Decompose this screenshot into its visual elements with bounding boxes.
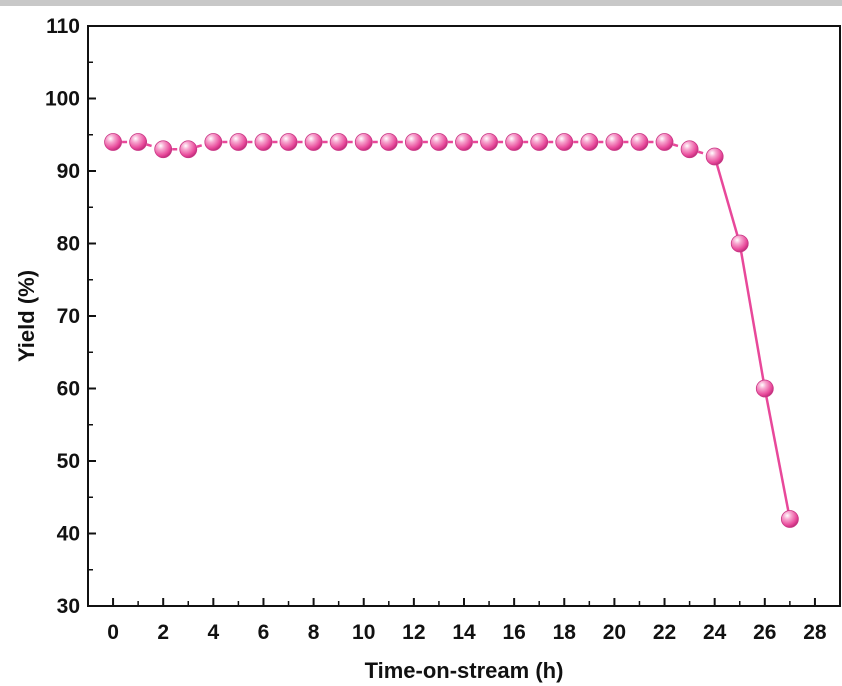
x-tick-label: 2 <box>157 621 169 644</box>
data-point <box>379 133 398 151</box>
data-point <box>154 140 173 159</box>
data-point <box>780 510 799 528</box>
data-point <box>555 133 574 151</box>
y-tick-label: 60 <box>57 378 80 401</box>
series-points <box>104 133 799 528</box>
y-tick-label: 50 <box>57 450 80 473</box>
data-point <box>705 147 724 166</box>
data-point <box>630 133 649 151</box>
data-point <box>605 133 624 151</box>
y-tick-label: 30 <box>57 595 80 618</box>
data-point <box>455 133 473 151</box>
y-axis: 30 40 50 60 70 80 90 100 110 <box>45 15 96 618</box>
top-border-strip <box>0 0 842 6</box>
data-point <box>229 133 248 151</box>
x-tick-label: 6 <box>258 621 270 644</box>
x-tick-label: 28 <box>803 621 827 644</box>
series-line-segment <box>763 388 792 520</box>
data-point <box>104 133 122 151</box>
data-point <box>530 133 549 151</box>
y-tick-label: 110 <box>46 15 80 38</box>
x-tick-label: 20 <box>603 621 626 644</box>
data-point <box>329 133 348 151</box>
data-point <box>304 133 323 151</box>
plot-frame <box>87 25 841 607</box>
x-tick-label: 14 <box>452 621 476 644</box>
data-point <box>480 133 498 151</box>
data-point <box>730 234 749 253</box>
x-tick-label: 18 <box>553 621 577 644</box>
x-tick-label: 16 <box>502 621 525 644</box>
data-point <box>279 133 298 151</box>
data-point <box>655 133 674 151</box>
x-tick-label: 12 <box>402 621 425 644</box>
y-tick-label: 100 <box>45 88 80 111</box>
series-line-segment <box>738 243 767 389</box>
x-axis: 0 2 4 6 8 10 12 14 16 18 20 22 24 26 28 <box>107 598 827 644</box>
x-tick-label: 22 <box>653 621 676 644</box>
data-point <box>129 133 148 151</box>
y-tick-label: 90 <box>57 160 80 183</box>
data-point <box>204 133 223 151</box>
x-tick-label: 10 <box>352 621 375 644</box>
data-point <box>580 133 599 151</box>
y-tick-label: 40 <box>57 523 80 546</box>
data-point <box>179 140 198 159</box>
y-tick-label: 70 <box>57 305 80 328</box>
x-tick-label: 8 <box>308 621 320 644</box>
data-point <box>354 133 373 151</box>
data-point <box>680 140 699 159</box>
data-point <box>254 133 273 151</box>
data-point <box>430 133 448 151</box>
series-lines <box>113 140 792 520</box>
y-tick-label: 80 <box>57 233 80 256</box>
x-tick-label: 0 <box>107 621 119 644</box>
x-axis-title: Time-on-stream (h) <box>365 658 564 683</box>
series-line-segment <box>713 156 741 244</box>
data-point <box>755 379 774 398</box>
x-tick-label: 24 <box>703 621 727 644</box>
x-tick-label: 26 <box>753 621 776 644</box>
x-tick-label: 4 <box>207 621 219 644</box>
y-axis-title: Yield (%) <box>14 270 39 362</box>
data-point <box>404 133 423 151</box>
data-point <box>505 133 524 151</box>
